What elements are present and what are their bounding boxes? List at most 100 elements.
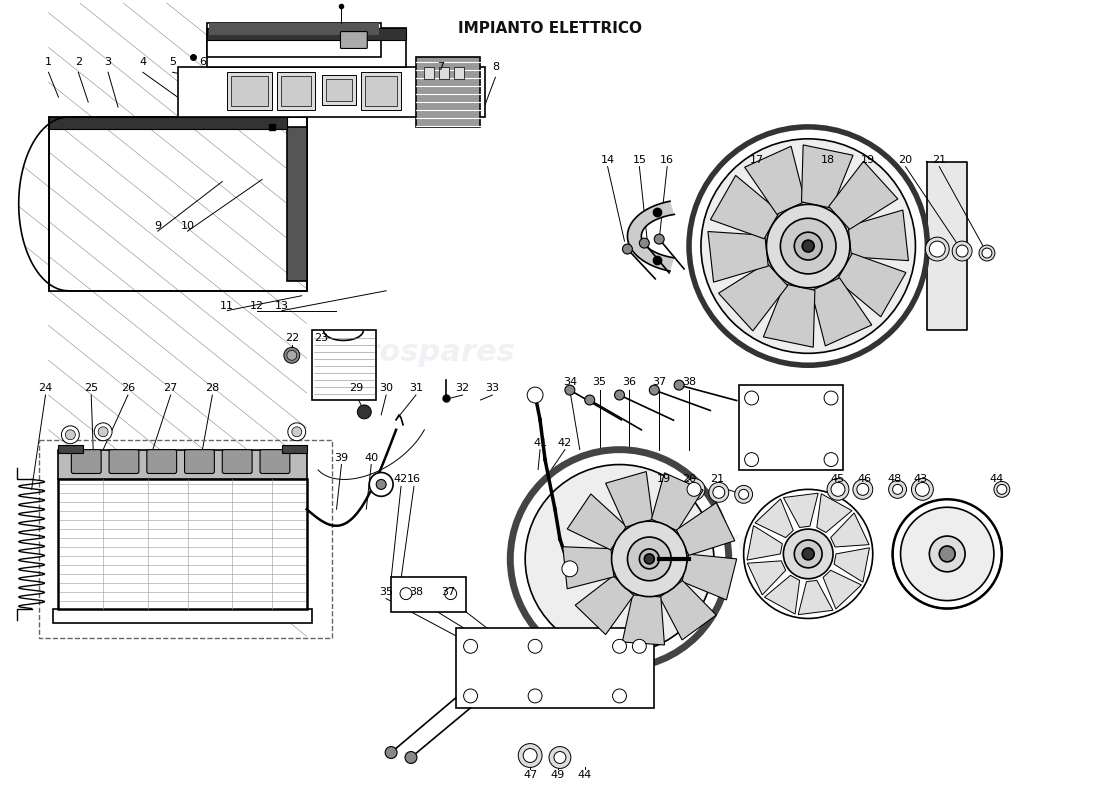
Circle shape [744,490,872,618]
Text: 40: 40 [364,453,378,462]
FancyBboxPatch shape [48,117,287,129]
Text: 8: 8 [492,62,499,72]
Circle shape [953,241,972,261]
Polygon shape [764,575,800,614]
Circle shape [824,391,838,405]
Polygon shape [828,162,898,230]
Text: 12: 12 [250,301,264,310]
Text: 36: 36 [623,377,637,387]
Text: 29: 29 [349,383,363,393]
Text: 33: 33 [485,383,499,393]
Circle shape [385,746,397,758]
Circle shape [683,478,705,500]
Polygon shape [848,210,909,261]
Text: 28: 28 [206,383,220,393]
Circle shape [956,245,968,257]
Text: 39: 39 [334,453,349,462]
FancyBboxPatch shape [231,76,268,106]
Circle shape [892,499,1002,609]
Circle shape [639,238,649,248]
FancyBboxPatch shape [326,79,352,101]
Text: 42: 42 [558,438,572,448]
Circle shape [645,554,654,564]
Polygon shape [718,263,788,331]
Circle shape [613,639,627,654]
Text: 32: 32 [455,383,470,393]
FancyBboxPatch shape [58,445,84,453]
Text: 21: 21 [710,474,724,485]
Circle shape [639,549,659,569]
Circle shape [65,430,75,440]
Text: 47: 47 [522,770,537,780]
Circle shape [612,521,688,597]
Polygon shape [927,162,967,330]
Circle shape [901,507,994,601]
Text: 16: 16 [407,474,421,485]
Text: 6: 6 [199,58,206,67]
Circle shape [463,639,477,654]
Circle shape [654,234,664,244]
Circle shape [794,232,822,260]
Text: 38: 38 [409,586,424,597]
FancyBboxPatch shape [282,445,307,453]
Circle shape [852,479,872,499]
Text: 3: 3 [104,58,111,67]
Polygon shape [651,473,703,530]
Polygon shape [823,570,861,609]
FancyBboxPatch shape [146,450,177,474]
Polygon shape [568,494,627,550]
Circle shape [632,639,647,654]
Circle shape [915,482,930,496]
Polygon shape [802,145,852,208]
Polygon shape [747,561,785,595]
Circle shape [925,237,949,261]
Circle shape [827,478,849,500]
FancyBboxPatch shape [287,127,307,281]
Text: 49: 49 [551,770,565,780]
Polygon shape [830,513,869,547]
Text: 44: 44 [578,770,592,780]
Circle shape [527,387,543,403]
FancyBboxPatch shape [739,385,843,470]
Circle shape [780,218,836,274]
Polygon shape [812,278,872,346]
FancyBboxPatch shape [321,75,356,105]
Text: 37: 37 [652,377,667,387]
Circle shape [518,743,542,767]
FancyBboxPatch shape [177,67,485,117]
Polygon shape [711,175,780,238]
Circle shape [613,689,627,703]
Circle shape [95,423,112,441]
Circle shape [735,486,752,503]
Text: eurospares: eurospares [322,338,515,367]
Circle shape [376,479,386,490]
Circle shape [370,473,393,496]
Circle shape [688,482,701,496]
Polygon shape [783,493,818,527]
Circle shape [912,478,933,500]
Text: 17: 17 [749,154,763,165]
Circle shape [444,588,456,600]
Circle shape [689,127,927,366]
FancyBboxPatch shape [455,629,654,708]
Polygon shape [817,494,852,533]
Circle shape [358,405,372,419]
Text: 9: 9 [154,222,162,231]
Circle shape [524,749,537,762]
Polygon shape [623,595,664,645]
FancyBboxPatch shape [424,67,433,79]
FancyBboxPatch shape [208,22,382,58]
Text: 42: 42 [394,474,408,485]
Text: 22: 22 [285,334,299,343]
Circle shape [565,385,575,395]
Text: 1: 1 [45,58,52,67]
Polygon shape [837,254,906,317]
Text: 34: 34 [563,377,576,387]
Text: 5: 5 [169,58,176,67]
Circle shape [623,244,632,254]
Circle shape [528,689,542,703]
Circle shape [889,481,906,498]
FancyBboxPatch shape [109,450,139,474]
Circle shape [713,486,725,498]
FancyBboxPatch shape [48,117,307,290]
